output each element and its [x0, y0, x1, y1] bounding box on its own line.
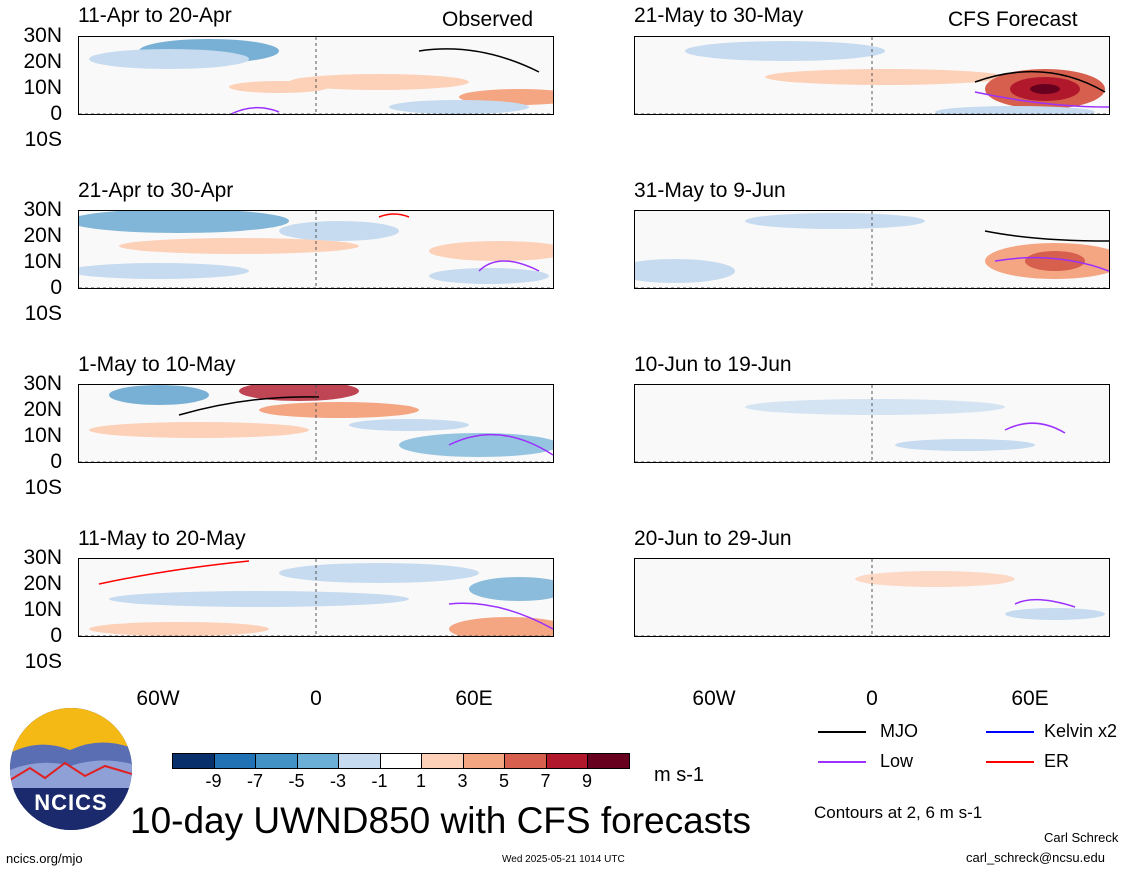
- kelvin-legend-label: Kelvin x2: [1044, 721, 1118, 741]
- lat-label: 10S: [24, 650, 62, 673]
- colorbar-tick-label: 9: [581, 771, 592, 791]
- colorbar-tick-label: -7: [246, 771, 263, 791]
- er-legend-label: ER: [1044, 751, 1070, 771]
- lat-label: 10N: [23, 76, 62, 99]
- panel-title: 10-Jun to 19-Jun: [634, 353, 792, 376]
- lat-label: 20N: [23, 398, 62, 421]
- timestamp: Wed 2025-05-21 1014 UTC: [502, 854, 625, 865]
- colorbar-tick-label: -3: [329, 771, 346, 791]
- panel-tag-cfs: CFS Forecast: [948, 8, 1078, 31]
- lat-label: 10S: [24, 302, 62, 325]
- colorbar-swatch: [504, 753, 547, 769]
- colorbar-units: m s-1: [654, 764, 704, 786]
- colorbar-tick-label: -1: [371, 771, 388, 791]
- main-title: 10-day UWND850 with CFS forecasts: [130, 800, 751, 841]
- colorbar-tick-label: 5: [498, 771, 509, 791]
- low-legend-line: [818, 761, 866, 763]
- lat-label: 30N: [23, 546, 62, 569]
- lon-label: 0: [310, 687, 322, 710]
- map-field: [635, 559, 1109, 636]
- map-field: [79, 37, 553, 114]
- author-email[interactable]: carl_schreck@ncsu.edu: [966, 850, 1105, 865]
- map-panel: [78, 384, 554, 463]
- panel-title: 20-Jun to 29-Jun: [634, 527, 792, 550]
- lon-label: 60E: [1011, 687, 1049, 710]
- map-panel: [634, 384, 1110, 463]
- colorbar-swatch: [421, 753, 464, 769]
- map-panel: [634, 210, 1110, 289]
- colorbar-swatch: [172, 753, 215, 769]
- lat-label: 0: [50, 450, 62, 473]
- lon-label: 60W: [692, 687, 736, 710]
- er-legend-line: [986, 761, 1034, 763]
- colorbar-swatch: [338, 753, 381, 769]
- contours-note: Contours at 2, 6 m s-1: [814, 803, 983, 822]
- logo-text: NCICS: [34, 790, 108, 815]
- mjo-legend-label: MJO: [880, 721, 918, 741]
- map-field: [79, 211, 553, 288]
- lon-label: 0: [866, 687, 878, 710]
- lat-label: 0: [50, 624, 62, 647]
- lat-label: 10N: [23, 598, 62, 621]
- map-panel: [78, 36, 554, 115]
- colorbar-swatch: [296, 753, 339, 769]
- lon-label: 60E: [455, 687, 493, 710]
- map-panel: [78, 210, 554, 289]
- panel-title: 11-May to 20-May: [78, 527, 246, 550]
- kelvin-legend-line: [986, 731, 1034, 733]
- colorbar-tick-label: 3: [457, 771, 468, 791]
- lat-label: 10S: [24, 476, 62, 499]
- colorbar-swatch: [545, 753, 588, 769]
- map-field: [79, 385, 553, 462]
- map-field: [635, 37, 1109, 114]
- lon-label: 60W: [136, 687, 180, 710]
- lat-label: 0: [50, 102, 62, 125]
- panel-title: 21-Apr to 30-Apr: [78, 179, 234, 202]
- low-legend-label: Low: [880, 751, 914, 771]
- lat-label: 10N: [23, 424, 62, 447]
- colorbar-swatch: [379, 753, 422, 769]
- colorbar-tick-label: 7: [540, 771, 551, 791]
- lat-label: 30N: [23, 372, 62, 395]
- map-panel: [634, 36, 1110, 115]
- lat-label: 30N: [23, 24, 62, 47]
- author-name: Carl Schreck: [1044, 830, 1119, 845]
- lat-label: 10S: [24, 128, 62, 151]
- panel-title: 21-May to 30-May: [634, 4, 804, 27]
- lat-label: 20N: [23, 50, 62, 73]
- lat-label: 20N: [23, 572, 62, 595]
- lat-label: 30N: [23, 198, 62, 221]
- colorbar-swatch: [213, 753, 256, 769]
- lat-label: 20N: [23, 224, 62, 247]
- panel-title: 11-Apr to 20-Apr: [78, 4, 232, 27]
- map-panel: [78, 558, 554, 637]
- lat-label: 0: [50, 276, 62, 299]
- map-field: [635, 211, 1109, 288]
- source-url[interactable]: ncics.org/mjo: [6, 851, 83, 866]
- panel-title: 31-May to 9-Jun: [634, 179, 786, 202]
- lat-label: 10N: [23, 250, 62, 273]
- colorbar-tick-label: 1: [415, 771, 426, 791]
- colorbar-swatch: [255, 753, 298, 769]
- colorbar-swatch: [587, 753, 630, 769]
- colorbar-tick-label: -5: [288, 771, 305, 791]
- colorbar-tick-label: -9: [205, 771, 222, 791]
- colorbar-swatch: [462, 753, 505, 769]
- map-field: [79, 559, 553, 636]
- map-field: [635, 385, 1109, 462]
- ncics-logo: NCICS: [10, 708, 132, 830]
- mjo-legend-line: [818, 731, 866, 733]
- panel-title: 1-May to 10-May: [78, 353, 236, 376]
- map-panel: [634, 558, 1110, 637]
- panel-tag-observed: Observed: [442, 8, 534, 31]
